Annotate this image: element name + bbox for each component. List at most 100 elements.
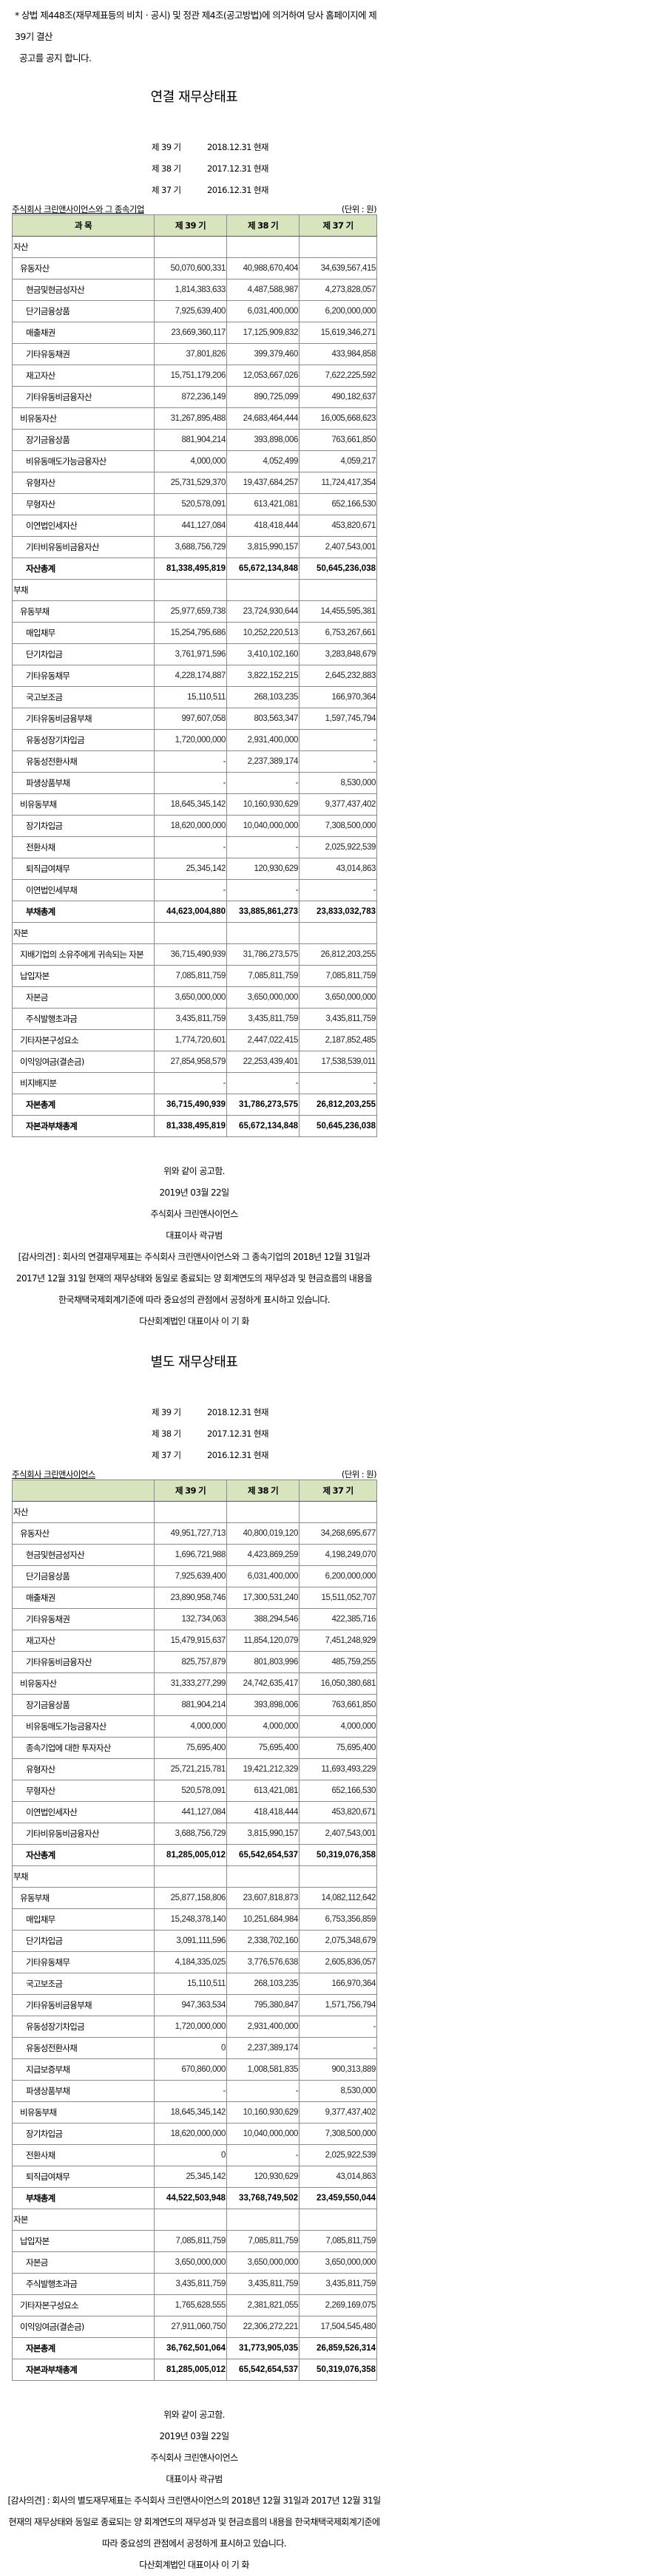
amount-period-2: 65,672,134,848	[226, 557, 300, 580]
table-row: 기타자본구성요소 1,765,628,555 2,381,821,055 2,269,…	[12, 2294, 377, 2316]
amount-period-3: 9,377,437,402	[299, 793, 377, 816]
amount-period-3: 15,619,346,271	[299, 322, 377, 344]
account-label: 유동성장기차입금	[12, 2016, 155, 2038]
amount-period-2: 3,650,000,000	[226, 986, 300, 1009]
amount-period-1: 1,720,000,000	[154, 2016, 227, 2038]
account-label: 기타유동비금융부채	[12, 1994, 155, 2016]
account-label: 단기금융상품	[12, 1565, 155, 1587]
table-row: 자본	[12, 922, 377, 944]
table-row: 현금및현금성자산 1,814,383,633 4,487,588,987 4,273,…	[12, 279, 377, 301]
table-caption: 주식회사 크린앤사이언스와 그 종속기업 (단위 : 원)	[12, 204, 377, 214]
account-label: 기타비유동비금융자산	[12, 536, 155, 558]
amount-period-2: 2,381,821,055	[226, 2294, 300, 2316]
account-label: 단기차입금	[12, 1930, 155, 1952]
header-period-2: 제 38 기	[226, 214, 300, 237]
amount-period-1: 3,435,811,759	[154, 1008, 227, 1030]
amount-period-3: 50,319,076,358	[299, 1844, 377, 1866]
table-row: 이연법인세자산 441,127,084 418,418,444 453,820,671	[12, 1801, 377, 1823]
account-label: 기타유동채무	[12, 665, 155, 687]
amount-period-3: 433,984,858	[299, 343, 377, 365]
table-row: 납입자본 7,085,811,759 7,085,811,759 7,085,811,…	[12, 2230, 377, 2252]
amount-period-2: 65,672,134,848	[226, 1115, 300, 1137]
account-label: 자산	[12, 1501, 155, 1523]
auditor-signature: 다산회계법인 대표이사 이 기 화	[139, 2560, 249, 2570]
table-row: 기타비유동비금융자산 3,688,756,729 3,815,990,157 2,40…	[12, 536, 377, 558]
amount-period-1: 25,345,142	[154, 858, 227, 880]
table-row: 매입채무 15,254,795,686 10,252,220,513 6,753,26…	[12, 622, 377, 644]
amount-period-2: 31,786,273,575	[226, 1094, 300, 1116]
amount-period-3: 17,504,545,480	[299, 2316, 377, 2338]
period-date: 2017.12.31 현재	[207, 163, 268, 174]
footer-ceo: 대표이사 곽규범	[166, 1230, 223, 1241]
amount-period-1: 947,363,534	[154, 1994, 227, 2016]
amount-period-2	[226, 1865, 300, 1888]
amount-period-2: 1,008,581,835	[226, 2058, 300, 2081]
amount-period-1: 441,127,084	[154, 1801, 227, 1823]
amount-period-2: 2,237,389,174	[226, 750, 300, 773]
table-row: 자본금 3,650,000,000 3,650,000,000 3,650,000,0…	[12, 986, 377, 1009]
account-label: 유형자산	[12, 1758, 155, 1780]
amount-period-2: 418,418,444	[226, 515, 300, 537]
amount-period-1: 670,860,000	[154, 2058, 227, 2081]
period-label: 제 39 기	[152, 1407, 181, 1417]
amount-period-1: 15,751,179,206	[154, 365, 227, 387]
account-label: 기타자본구성요소	[12, 1029, 155, 1051]
amount-period-1: -	[154, 879, 227, 901]
amount-period-3: 6,200,000,000	[299, 300, 377, 322]
amount-period-1: 1,814,383,633	[154, 279, 227, 301]
account-label: 이연법인세자산	[12, 1801, 155, 1823]
amount-period-3: 3,435,811,759	[299, 2273, 377, 2295]
amount-period-2: -	[226, 2144, 300, 2166]
account-label: 기타자본구성요소	[12, 2294, 155, 2316]
amount-period-2: 801,803,996	[226, 1651, 300, 1673]
amount-period-1: 4,000,000	[154, 450, 227, 472]
period-row: 제 38 기 2017.12.31 현재	[0, 1423, 388, 1445]
amount-period-1: 23,669,360,117	[154, 322, 227, 344]
table-row: 기타유동채권 132,734,063 388,294,546 422,385,716	[12, 1608, 377, 1630]
amount-period-3: 7,451,248,929	[299, 1630, 377, 1652]
account-label: 자본과부채총계	[12, 2359, 155, 2381]
amount-period-2: 22,306,272,221	[226, 2316, 300, 2338]
amount-period-2: -	[226, 879, 300, 901]
amount-period-3: 11,693,493,229	[299, 1758, 377, 1780]
table-row: 비유동부채 18,645,345,142 10,160,930,629 9,377,4…	[12, 2101, 377, 2123]
period-row: 제 39 기 2018.12.31 현재	[0, 137, 388, 158]
title-spacer	[0, 1374, 388, 1402]
unit-label: (단위 : 원)	[341, 204, 377, 214]
table-row: 기타유동채무 4,184,335,025 3,776,576,638 2,605,83…	[12, 1951, 377, 1973]
amount-period-1: 81,338,495,819	[154, 1115, 227, 1137]
table-row: 유형자산 25,731,529,370 19,437,684,257 11,724,4…	[12, 472, 377, 494]
amount-period-2: 11,854,120,079	[226, 1630, 300, 1652]
table-row: 재고자산 15,479,915,637 11,854,120,079 7,451,24…	[12, 1630, 377, 1652]
table-row: 장기차입금 18,620,000,000 10,040,000,000 7,308,5…	[12, 815, 377, 837]
amount-period-3: 2,187,852,485	[299, 1029, 377, 1051]
amount-period-3: 14,082,112,642	[299, 1887, 377, 1909]
account-label: 비유동매도가능금융자산	[12, 1715, 155, 1738]
account-label: 국고보조금	[12, 686, 155, 708]
amount-period-2: 418,418,444	[226, 1801, 300, 1823]
amount-period-2: 2,447,022,415	[226, 1029, 300, 1051]
account-label: 주식발행초과금	[12, 2273, 155, 2295]
amount-period-1: 1,765,628,555	[154, 2294, 227, 2316]
amount-period-1: 23,890,958,746	[154, 1587, 227, 1609]
amount-period-2: 613,421,081	[226, 493, 300, 515]
table-row: 국고보조금 15,110,511 268,103,235 166,970,364	[12, 1973, 377, 1995]
amount-period-3: 4,000,000	[299, 1715, 377, 1738]
account-label: 기타유동채권	[12, 343, 155, 365]
table-row: 이익잉여금(결손금) 27,911,060,750 22,306,272,221 17…	[12, 2316, 377, 2338]
unit-label: (단위 : 원)	[341, 1469, 377, 1479]
account-label: 장기차입금	[12, 815, 155, 837]
amount-period-3: 2,025,922,539	[299, 2144, 377, 2166]
amount-period-1: 7,085,811,759	[154, 2230, 227, 2252]
amount-period-1	[154, 2209, 227, 2231]
amount-period-2: 2,338,702,160	[226, 1930, 300, 1952]
amount-period-3: 50,645,236,038	[299, 1115, 377, 1137]
table-row: 유동성장기차입금 1,720,000,000 2,931,400,000-	[12, 729, 377, 751]
amount-period-2	[226, 2209, 300, 2231]
amount-period-2: 399,379,460	[226, 343, 300, 365]
amount-period-1: -	[154, 2080, 227, 2102]
amount-period-1: 27,911,060,750	[154, 2316, 227, 2338]
consolidated-balance-sheet-section: 연결 재무상태표 제 39 기 2018.12.31 현재 제 38 기 2017.12…	[0, 87, 388, 1332]
account-label: 부채총계	[12, 901, 155, 923]
amount-period-3: 166,970,364	[299, 1973, 377, 1995]
